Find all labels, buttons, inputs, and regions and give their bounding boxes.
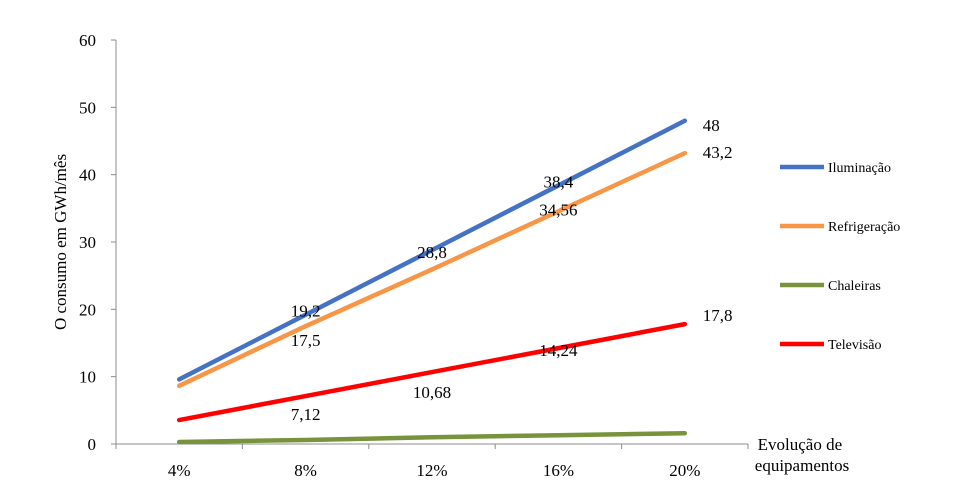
y-tick-label: 0 — [88, 435, 97, 454]
data-label: 38,4 — [544, 172, 574, 191]
x-tick-label: 8% — [294, 461, 317, 480]
y-tick-label: 60 — [79, 31, 96, 50]
data-labels: 19,2 28,8 38,4 48 17,5 34,56 43,2 7,12 10,68 14,2… — [291, 116, 733, 424]
x-tick-labels: 4% 8% 12% 16% 20% — [115, 444, 749, 480]
data-label: 19,2 — [291, 302, 321, 321]
series-line — [176, 430, 688, 445]
x-tick-label: 20% — [669, 461, 700, 480]
data-label: 34,56 — [539, 200, 577, 219]
y-axis-title: O consumo em GWh/mês — [51, 154, 70, 330]
data-label: 17,8 — [703, 306, 733, 325]
data-label: 7,12 — [291, 405, 321, 424]
data-label: 43,2 — [703, 143, 733, 162]
x-tick-label: 4% — [168, 461, 191, 480]
data-label: 14,24 — [539, 341, 578, 360]
y-tick-label: 20 — [79, 300, 96, 319]
y-tick-label: 10 — [79, 368, 96, 387]
series-lines — [176, 118, 688, 445]
legend: Iluminação Refrigeração Chaleiras Televisão — [780, 161, 900, 353]
legend-label: Chaleiras — [828, 279, 881, 294]
series-line — [176, 321, 688, 423]
legend-label: Refrigeração — [828, 220, 900, 235]
data-label: 28,8 — [417, 243, 447, 262]
x-axis-title-line-2: equipamentos — [755, 456, 849, 475]
y-tick-label: 50 — [79, 98, 96, 117]
data-label: 48 — [703, 116, 720, 135]
y-tick-labels: 0 10 20 30 40 50 60 — [79, 31, 116, 454]
legend-label: Televisão — [828, 338, 881, 353]
x-tick-label: 16% — [543, 461, 574, 480]
data-label: 17,5 — [291, 331, 321, 350]
x-axis-title: Evolução de equipamentos — [755, 435, 849, 475]
series-line — [176, 150, 688, 389]
y-tick-label: 30 — [79, 233, 96, 252]
series-line — [176, 118, 688, 382]
legend-label: Iluminação — [828, 161, 891, 176]
y-tick-label: 40 — [79, 166, 96, 185]
x-axis-title-line-1: Evolução de — [758, 435, 843, 454]
x-tick-label: 12% — [416, 461, 447, 480]
data-label: 10,68 — [413, 383, 451, 402]
